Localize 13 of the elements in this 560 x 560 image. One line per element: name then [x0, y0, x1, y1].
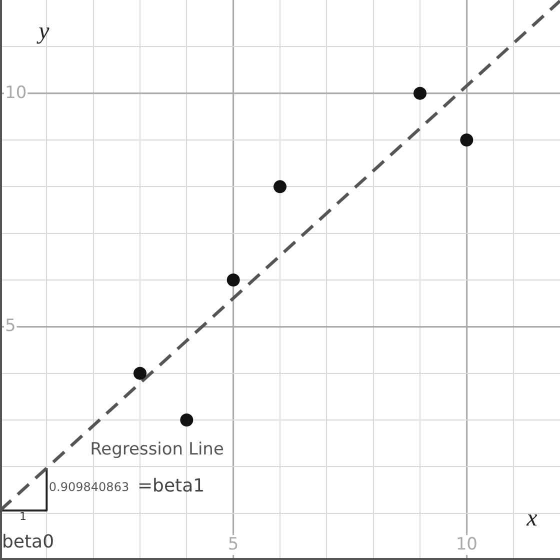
- annotation: Regression Line: [90, 439, 224, 460]
- point: [460, 134, 474, 146]
- point: [274, 180, 286, 194]
- y-axis-title: y: [36, 18, 50, 44]
- annotation: 1: [20, 510, 26, 523]
- annotation: 0.909840863: [48, 480, 130, 494]
- point: [414, 86, 426, 100]
- point: [134, 366, 146, 380]
- annotation: =beta1: [137, 476, 205, 497]
- point: [180, 414, 194, 426]
- point: [226, 274, 240, 286]
- x-axis-title: x: [526, 505, 538, 532]
- annotation: beta0: [2, 532, 54, 553]
